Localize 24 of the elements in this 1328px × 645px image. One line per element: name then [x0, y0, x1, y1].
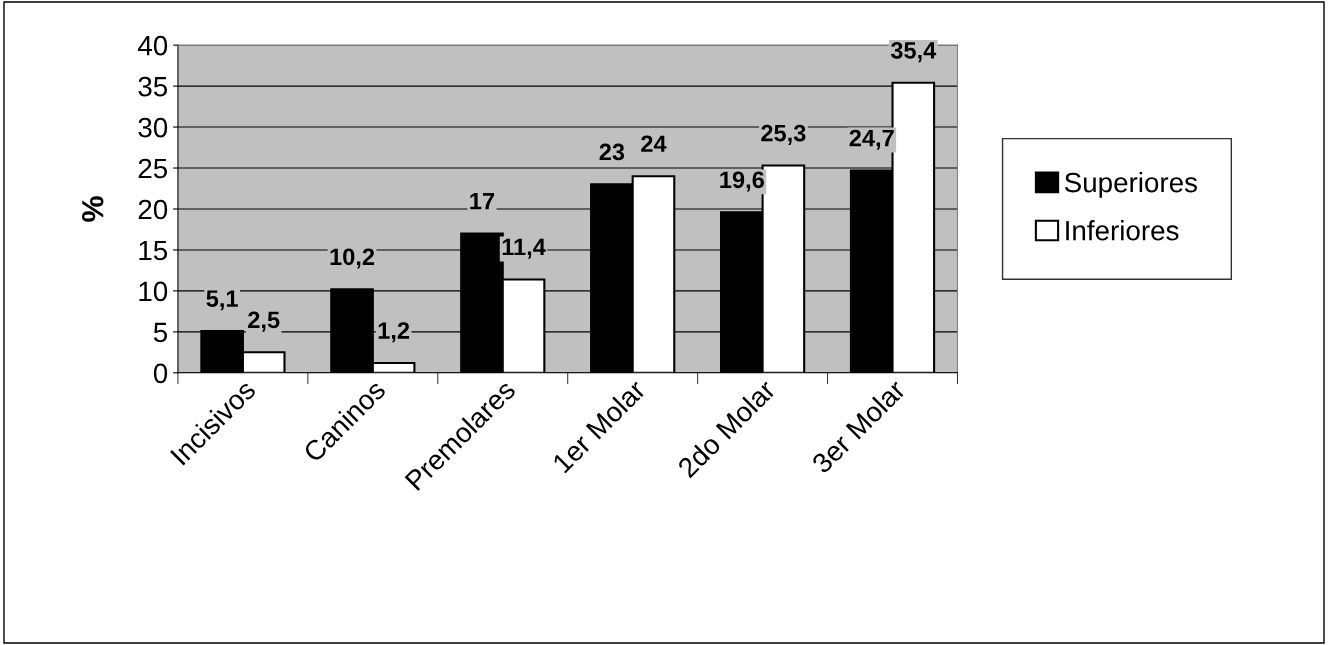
legend-label: Superiores: [1064, 171, 1197, 198]
data-label: 24,7: [849, 129, 894, 150]
y-tick-label: 5: [153, 322, 168, 343]
data-label: 19,6: [720, 171, 764, 192]
y-tick-label: 25: [138, 158, 168, 179]
data-label: 24: [641, 135, 667, 152]
data-label: 35,4: [890, 42, 937, 63]
data-label: 17: [470, 192, 495, 210]
y-tick-label: 35: [138, 76, 168, 97]
y-tick-label: 10: [139, 281, 168, 302]
data-label: 10,2: [330, 248, 375, 269]
data-label: 25,3: [761, 124, 806, 145]
y-tick-label: 40: [137, 35, 168, 56]
data-label: 23: [599, 143, 625, 161]
data-label: 11,4: [502, 238, 546, 259]
data-label: 5,1: [206, 290, 238, 311]
legend-label: Inferiores: [1066, 220, 1179, 241]
y-tick-label: 20: [138, 199, 168, 220]
data-label: 2,5: [248, 311, 280, 332]
y-tick-label: 15: [139, 240, 168, 261]
y-tick-label: 30: [138, 117, 168, 138]
y-tick-label: 0: [153, 363, 168, 384]
data-label: 1,2: [378, 322, 410, 343]
y-axis-title: %: [81, 196, 104, 222]
